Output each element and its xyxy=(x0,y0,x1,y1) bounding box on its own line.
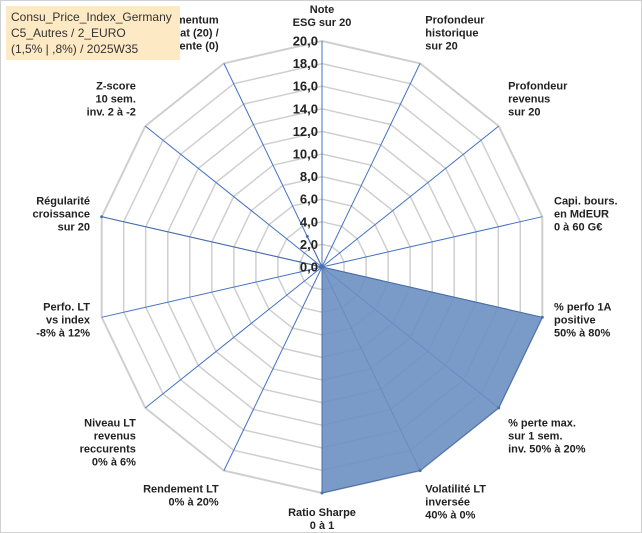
axis-label-line: % perte max. xyxy=(508,417,576,429)
axis-label: Profondeur historique sur 20 xyxy=(425,15,485,53)
r-tick-label: 14,0 xyxy=(293,101,318,116)
axis-label: % perfo 1A positive 50% à 80% xyxy=(554,302,612,340)
axis-label-line: 50% à 80% xyxy=(554,328,610,340)
axis-label-line: Rendement LT xyxy=(143,483,219,495)
axis-label-line: revenus xyxy=(508,94,550,106)
chart-title: Consu_Price_Index_Germany C5_Autres / 2_… xyxy=(6,6,180,60)
axis-label-line: Profondeur xyxy=(508,81,568,93)
axis-label-line: 0 à 60 G€ xyxy=(554,222,602,234)
data-series-area xyxy=(101,216,544,494)
axis-label-line: inv. 50% à 20% xyxy=(508,443,586,455)
axis-label: Z-score 10 sem. inv. 2 à -2 xyxy=(87,81,136,119)
axis-label-line: 0% à 20% xyxy=(169,496,219,508)
axis-label-line: Niveau LT xyxy=(84,417,136,429)
axis-label-line: -8% à 12% xyxy=(36,328,90,340)
data-point xyxy=(497,406,501,410)
r-tick-label: 4,0 xyxy=(300,214,318,229)
axis-label-line: reccurents xyxy=(80,443,136,455)
r-tick-label: 16,0 xyxy=(293,79,318,94)
axis-spoke xyxy=(144,266,323,409)
axis-label: Note ESG sur 20 xyxy=(293,4,352,29)
axis-label-line: sur 20 xyxy=(58,222,90,234)
axis-label-line: Régularité xyxy=(36,196,90,208)
data-point xyxy=(418,469,422,473)
axis-label: Niveau LT revenus reccurents 0% à 6% xyxy=(80,417,137,468)
r-tick-label: 10,0 xyxy=(293,147,318,162)
axis-label-line: ESG sur 20 xyxy=(293,17,352,29)
axis-label-line: Ratio Sharpe xyxy=(288,507,356,519)
axis-label-line: Perfo. LT xyxy=(43,302,90,314)
r-tick-label: 6,0 xyxy=(300,192,318,207)
axis-label-line: vs index xyxy=(46,315,91,327)
axis-label: Rendement LT 0% à 20% xyxy=(143,483,219,508)
axis-label-line: 0% à 6% xyxy=(92,456,136,468)
data-point xyxy=(100,215,104,219)
data-point xyxy=(320,491,324,495)
axis-label-line: 10 sem. xyxy=(96,94,136,106)
data-point xyxy=(320,265,324,269)
axis-spoke xyxy=(223,63,323,268)
data-point xyxy=(540,315,544,319)
axis-label-line: sur 20 xyxy=(508,107,540,119)
axis-spoke xyxy=(101,266,323,318)
r-tick-label: 20,0 xyxy=(293,34,318,49)
axis-label-line: inversée xyxy=(425,496,470,508)
axis-spoke xyxy=(321,63,421,268)
axis-label-line: 40% à 0% xyxy=(425,509,475,521)
axis-label-line: Volatilité LT xyxy=(425,483,486,495)
axis-label: % perte max. sur 1 sem. inv. 50% à 20% xyxy=(508,417,586,455)
axis-label-line: revenus xyxy=(94,430,136,442)
axis-label-line: sur 20 xyxy=(425,41,457,53)
chart-title-line-1: Consu_Price_Index_Germany xyxy=(11,10,172,24)
data-point xyxy=(305,235,309,238)
axis-label-line: Capi. bours. xyxy=(554,196,618,208)
axis-spoke xyxy=(144,125,323,268)
axis-label: Capi. bours. en MdEUR 0 à 60 G€ xyxy=(554,196,618,234)
chart-title-line-2: C5_Autres / 2_EURO xyxy=(11,26,126,40)
axis-label-line: Note xyxy=(310,4,334,16)
r-tick-label: 2,0 xyxy=(300,237,318,252)
r-tick-label: 0,0 xyxy=(300,260,318,275)
axis-spoke xyxy=(223,266,323,471)
axis-label: Ratio Sharpe 0 à 1 xyxy=(288,507,356,532)
axis-label-line: Profondeur xyxy=(425,15,485,27)
axis-label: Régularité croissance sur 20 xyxy=(33,196,90,234)
r-tick-label: 18,0 xyxy=(293,56,318,71)
axis-label: Perfo. LT vs index -8% à 12% xyxy=(36,302,91,340)
axis-label-line: historique xyxy=(425,28,478,40)
axis-label: Volatilité LT inversée 40% à 0% xyxy=(425,483,486,521)
axis-label-line: 0 à 1 xyxy=(310,520,334,532)
axis-label-line: croissance xyxy=(33,209,90,221)
axis-label-line: sur 1 sem. xyxy=(508,430,562,442)
axis-label-line: positive xyxy=(554,315,596,327)
r-tick-label: 12,0 xyxy=(293,124,318,139)
axis-label-line: en MdEUR xyxy=(554,209,609,221)
chart-title-line-3: (1,5% | ,8%) / 2025W35 xyxy=(11,42,139,56)
axis-label-line: % perfo 1A xyxy=(554,302,612,314)
axis-spoke xyxy=(321,216,543,268)
axis-label-line: Vente (0) xyxy=(173,41,219,53)
axis-label: Profondeur revenus sur 20 xyxy=(508,81,568,119)
axis-spoke xyxy=(321,125,500,268)
axis-label-line: Z-score xyxy=(96,81,136,93)
axis-label-line: inv. 2 à -2 xyxy=(87,107,136,119)
r-tick-label: 8,0 xyxy=(300,169,318,184)
